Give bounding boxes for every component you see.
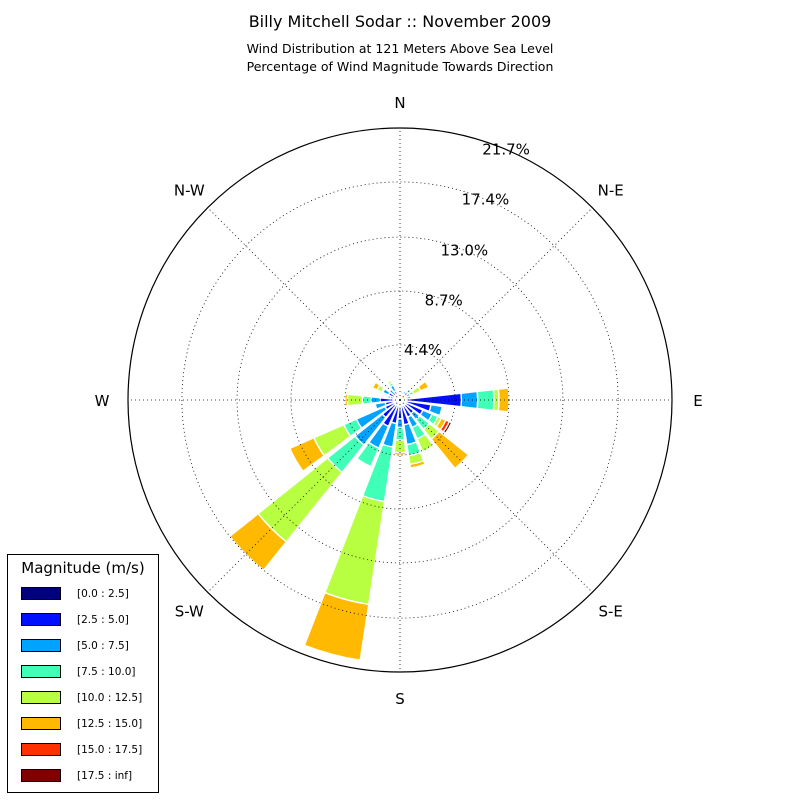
legend-swatch: [21, 665, 61, 678]
legend: Magnitude (m/s) [0.0 : 2.5] [2.5 : 5.0] …: [7, 554, 159, 793]
sector-segment: [477, 390, 494, 411]
sector-segment: [347, 394, 362, 406]
direction-label: S-W: [175, 603, 204, 621]
legend-title: Magnitude (m/s): [8, 559, 158, 577]
direction-label: W: [95, 392, 110, 410]
grid-layer: [128, 128, 672, 672]
legend-label: [12.5 : 15.0]: [77, 718, 142, 730]
legend-label: [7.5 : 10.0]: [77, 666, 135, 678]
sector-segment: [325, 496, 385, 605]
radial-tick-label: 17.4%: [462, 191, 510, 209]
legend-swatch: [21, 717, 61, 730]
legend-swatch: [21, 639, 61, 652]
legend-label: [17.5 : inf]: [77, 770, 132, 782]
legend-swatch: [21, 691, 61, 704]
legend-swatch: [21, 743, 61, 756]
radial-tick-label: 4.4%: [404, 341, 442, 359]
direction-label: N-W: [174, 181, 205, 199]
radial-tick-label: 21.7%: [482, 141, 530, 159]
sector-segment: [418, 381, 429, 390]
direction-label: E: [693, 392, 702, 410]
sectors-layer: [230, 380, 509, 660]
legend-swatch: [21, 587, 61, 600]
legend-label: [5.0 : 7.5]: [77, 640, 129, 652]
radial-tick-label: 13.0%: [441, 241, 489, 259]
direction-label: N: [394, 94, 405, 112]
legend-label: [2.5 : 5.0]: [77, 614, 129, 626]
direction-label: S: [395, 690, 405, 708]
angular-gridline: [400, 400, 592, 592]
sector-segment: [461, 391, 478, 408]
radial-tick-label: 8.7%: [425, 291, 463, 309]
angular-gridline: [208, 208, 400, 400]
sector-segment: [396, 427, 405, 440]
sector-segment: [304, 593, 368, 661]
legend-label: [15.0 : 17.5]: [77, 744, 142, 756]
legend-swatch: [21, 769, 61, 782]
legend-label: [0.0 : 2.5]: [77, 588, 129, 600]
direction-label: N-E: [598, 181, 624, 199]
legend-label: [10.0 : 12.5]: [77, 692, 142, 704]
legend-swatch: [21, 613, 61, 626]
direction-label: S-E: [599, 603, 623, 621]
sector-segment: [394, 440, 406, 453]
